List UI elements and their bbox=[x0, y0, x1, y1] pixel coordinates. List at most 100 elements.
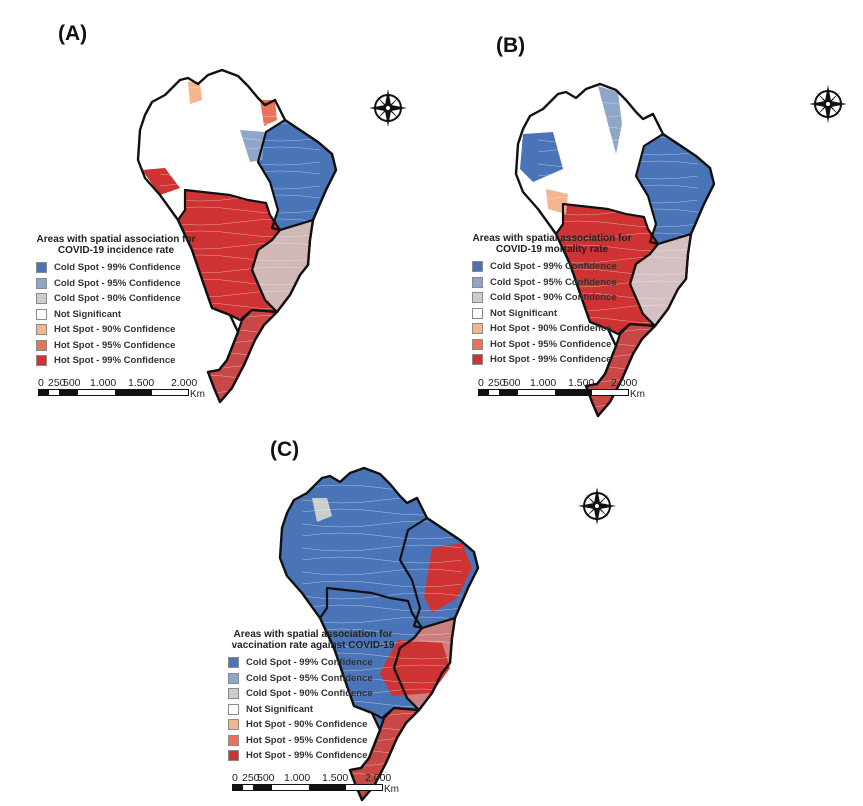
compass-rose-icon bbox=[369, 89, 407, 127]
scale-tick-label: 2.000 bbox=[171, 377, 198, 389]
panel-label: (B) bbox=[496, 34, 526, 57]
scale-segment bbox=[39, 390, 49, 395]
legend-item: Cold Spot - 90% Confidence bbox=[36, 291, 206, 307]
legend-label: Cold Spot - 95% Confidence bbox=[54, 277, 181, 289]
scale-segment bbox=[272, 785, 309, 790]
legend-item: Cold Spot - 95% Confidence bbox=[36, 276, 206, 292]
legend-label: Cold Spot - 99% Confidence bbox=[490, 261, 617, 273]
scale-segment bbox=[309, 785, 346, 790]
scale-segment bbox=[499, 390, 518, 395]
legend-swatch bbox=[472, 261, 483, 273]
legend-swatch bbox=[472, 338, 483, 350]
cluster-area bbox=[520, 132, 563, 182]
scale-segment bbox=[518, 390, 555, 395]
scale-segment bbox=[243, 785, 253, 790]
cluster-area bbox=[142, 168, 180, 195]
legend-items: Cold Spot - 99% Confidence Cold Spot - 95… bbox=[228, 655, 403, 764]
scale-segment bbox=[253, 785, 272, 790]
legend-label: Hot Spot - 99% Confidence bbox=[490, 354, 612, 366]
legend-item: Not Significant bbox=[472, 306, 642, 322]
scale-segment bbox=[78, 390, 115, 395]
brazil-map bbox=[514, 82, 716, 418]
legend-label: Cold Spot - 99% Confidence bbox=[246, 657, 373, 669]
scale-bar: 0 250 500 1.000 1.500 2.000 Km bbox=[478, 377, 645, 400]
legend-title: Areas with spatial association for vacci… bbox=[231, 629, 395, 651]
legend-swatch bbox=[472, 292, 483, 304]
legend: Areas with spatial association for vacci… bbox=[228, 629, 403, 764]
legend-label: Hot Spot - 99% Confidence bbox=[246, 750, 368, 762]
legend-item: Cold Spot - 90% Confidence bbox=[228, 686, 403, 702]
panel-b: (B) Areas with spatial association for C… bbox=[430, 0, 863, 418]
legend-label: Cold Spot - 95% Confidence bbox=[246, 672, 373, 684]
legend-swatch bbox=[36, 355, 47, 367]
region-northeast bbox=[636, 134, 714, 244]
scale-segment bbox=[233, 785, 243, 790]
region-central-west bbox=[556, 204, 658, 334]
legend-item: Cold Spot - 95% Confidence bbox=[228, 671, 403, 687]
scale-tick-label: 1.500 bbox=[568, 377, 595, 389]
legend-label: Not Significant bbox=[246, 703, 314, 715]
legend-label: Cold Spot - 90% Confidence bbox=[246, 688, 373, 700]
legend-label: Cold Spot - 90% Confidence bbox=[54, 293, 181, 305]
legend-label: Not Significant bbox=[490, 307, 558, 319]
scale-tick-label: 500 bbox=[503, 377, 521, 389]
municipality-lines bbox=[537, 100, 699, 408]
scale-segment bbox=[489, 390, 499, 395]
scale-segments bbox=[478, 389, 629, 396]
legend-item: Cold Spot - 95% Confidence bbox=[472, 275, 642, 291]
legend-item: Not Significant bbox=[228, 702, 403, 718]
legend-swatch bbox=[228, 750, 239, 762]
panel-label: (A) bbox=[58, 22, 88, 45]
country-outline bbox=[514, 82, 716, 418]
region-south bbox=[350, 708, 419, 800]
legend-swatch bbox=[228, 719, 239, 731]
scale-tick-label: 0 bbox=[38, 377, 44, 389]
region-central-west bbox=[178, 190, 280, 320]
legend-swatch bbox=[36, 308, 47, 320]
scale-unit: Km bbox=[190, 389, 205, 400]
legend-label: Not Significant bbox=[54, 308, 122, 320]
cluster-area bbox=[424, 543, 472, 613]
scale-unit: Km bbox=[630, 389, 645, 400]
legend-item: Cold Spot - 90% Confidence bbox=[472, 290, 642, 306]
legend-label: Cold Spot - 90% Confidence bbox=[490, 292, 617, 304]
legend-swatch bbox=[472, 323, 483, 335]
brazil-map bbox=[136, 68, 338, 404]
region-southeast bbox=[252, 220, 313, 312]
scale-tick-label: 2.000 bbox=[365, 772, 392, 784]
scale-tick-label: 2.000 bbox=[611, 377, 638, 389]
legend-label: Hot Spot - 95% Confidence bbox=[490, 338, 612, 350]
scale-tick-label: 1.000 bbox=[284, 772, 311, 784]
scale-bar: 0 250 500 1.000 1.500 2.000 Km bbox=[232, 772, 399, 795]
legend-item: Hot Spot - 95% Confidence bbox=[472, 337, 642, 353]
legend-swatch bbox=[472, 354, 483, 366]
legend-item: Cold Spot - 99% Confidence bbox=[228, 655, 403, 671]
legend-swatch bbox=[228, 688, 239, 700]
scale-segments bbox=[38, 389, 189, 396]
scale-tick-label: 0 bbox=[232, 772, 238, 784]
legend-item: Hot Spot - 95% Confidence bbox=[36, 338, 206, 354]
legend-label: Hot Spot - 99% Confidence bbox=[54, 355, 176, 367]
legend-title: Areas with spatial association for COVID… bbox=[36, 234, 196, 256]
scale-segment bbox=[592, 390, 628, 395]
cluster-area bbox=[260, 100, 277, 126]
region-southeast bbox=[630, 234, 691, 326]
scale-tick-label: 500 bbox=[63, 377, 81, 389]
scale-tick-label: 1.000 bbox=[530, 377, 557, 389]
legend-title: Areas with spatial association for COVID… bbox=[472, 233, 632, 255]
scale-tick-label: 1.500 bbox=[322, 772, 349, 784]
scale-ticks: 0 250 500 1.000 1.500 2.000 bbox=[478, 377, 637, 389]
scale-tick-label: 0 bbox=[478, 377, 484, 389]
scale-tick-label: 250 bbox=[242, 772, 260, 784]
legend-item: Hot Spot - 99% Confidence bbox=[472, 352, 642, 368]
cluster-area bbox=[598, 86, 622, 154]
legend-swatch bbox=[36, 293, 47, 305]
scale-segment bbox=[555, 390, 592, 395]
scale-segment bbox=[479, 390, 489, 395]
legend-label: Cold Spot - 95% Confidence bbox=[490, 276, 617, 288]
country-outline bbox=[278, 466, 480, 802]
scale-segments bbox=[232, 784, 383, 791]
legend-items: Cold Spot - 99% Confidence Cold Spot - 95… bbox=[472, 259, 642, 368]
legend-item: Not Significant bbox=[36, 307, 206, 323]
legend-item: Hot Spot - 90% Confidence bbox=[36, 322, 206, 338]
